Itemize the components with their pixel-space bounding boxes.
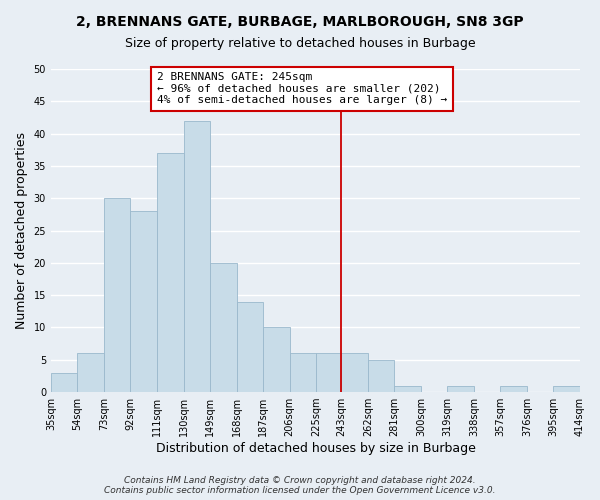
Bar [448,386,474,392]
Bar [184,120,210,392]
Text: 2 BRENNANS GATE: 245sqm
← 96% of detached houses are smaller (202)
4% of semi-de: 2 BRENNANS GATE: 245sqm ← 96% of detache… [157,72,447,106]
Bar [157,153,184,392]
Bar [77,354,104,392]
Bar [394,386,421,392]
Bar [500,386,527,392]
Bar [51,372,77,392]
Bar [341,354,368,392]
Bar [130,211,157,392]
Bar [316,354,341,392]
Text: Contains HM Land Registry data © Crown copyright and database right 2024.
Contai: Contains HM Land Registry data © Crown c… [104,476,496,495]
Text: Size of property relative to detached houses in Burbage: Size of property relative to detached ho… [125,38,475,51]
Bar [290,354,316,392]
Bar [210,263,236,392]
Bar [553,386,580,392]
Bar [236,302,263,392]
Bar [263,328,290,392]
X-axis label: Distribution of detached houses by size in Burbage: Distribution of detached houses by size … [155,442,475,455]
Bar [368,360,394,392]
Text: 2, BRENNANS GATE, BURBAGE, MARLBOROUGH, SN8 3GP: 2, BRENNANS GATE, BURBAGE, MARLBOROUGH, … [76,15,524,29]
Bar [104,198,130,392]
Y-axis label: Number of detached properties: Number of detached properties [15,132,28,329]
